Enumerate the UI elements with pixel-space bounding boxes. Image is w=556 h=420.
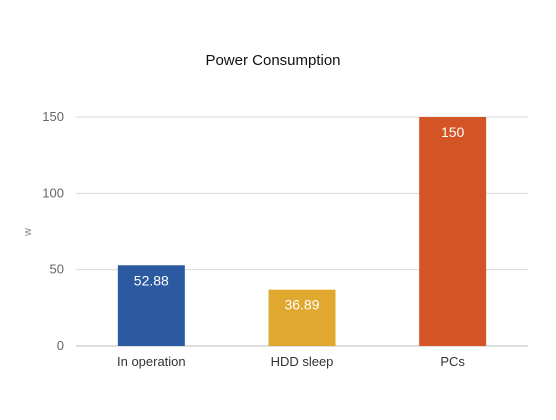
x-category-label: In operation <box>117 354 186 369</box>
data-label: 36.89 <box>284 297 319 313</box>
y-tick-label: 0 <box>57 338 64 353</box>
x-category-label: HDD sleep <box>271 354 334 369</box>
chart-title: Power Consumption <box>205 52 340 69</box>
y-axis-label: w <box>22 228 34 237</box>
bar[interactable] <box>117 265 185 346</box>
bars <box>117 117 487 346</box>
bar[interactable] <box>419 117 487 346</box>
y-tick-label: 50 <box>50 262 64 277</box>
y-tick-label: 100 <box>42 185 64 200</box>
y-axis-ticks: 0 50 100 150 <box>42 109 64 353</box>
data-label: 52.88 <box>134 272 169 288</box>
bar[interactable] <box>268 289 336 346</box>
data-labels: 52.88 36.89 150 <box>134 124 465 313</box>
x-category-label: PCs <box>440 354 465 369</box>
x-axis-categories: In operation HDD sleep PCs <box>117 354 465 369</box>
data-label: 150 <box>441 124 465 140</box>
y-tick-label: 150 <box>42 109 64 124</box>
